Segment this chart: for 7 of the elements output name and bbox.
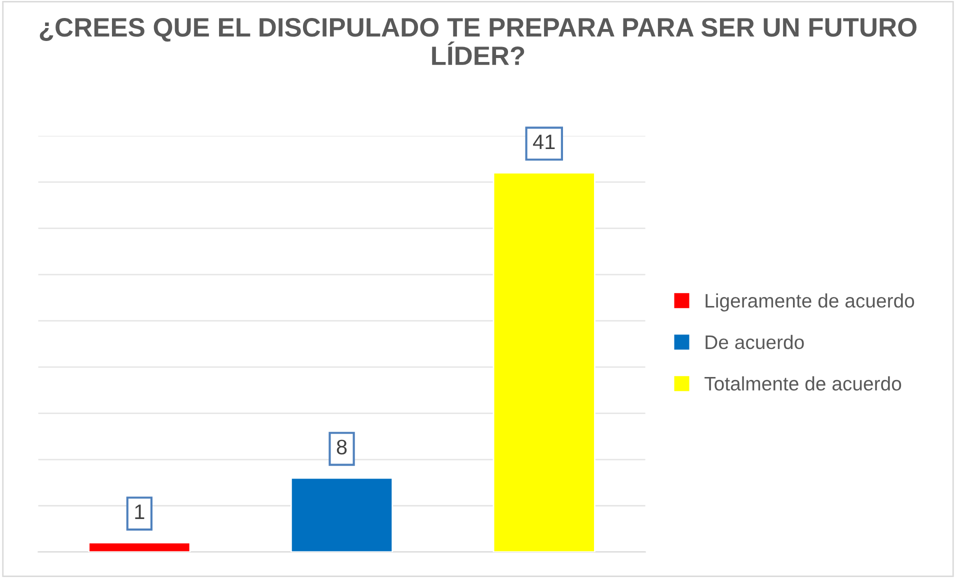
data-label: 8 xyxy=(336,440,347,454)
chart-title: ¿CREES QUE EL DISCIPULADO TE PREPARA PARA SER UN FUTURO LÍDER? xyxy=(40,18,916,65)
legend-label: Ligeramente de acuerdo xyxy=(706,293,914,312)
data-label: 1 xyxy=(135,504,144,519)
data-label: 41 xyxy=(533,134,555,150)
legend-label: Totalmente de acuerdo xyxy=(704,376,902,391)
legend-label: De acuerdo xyxy=(706,334,804,350)
